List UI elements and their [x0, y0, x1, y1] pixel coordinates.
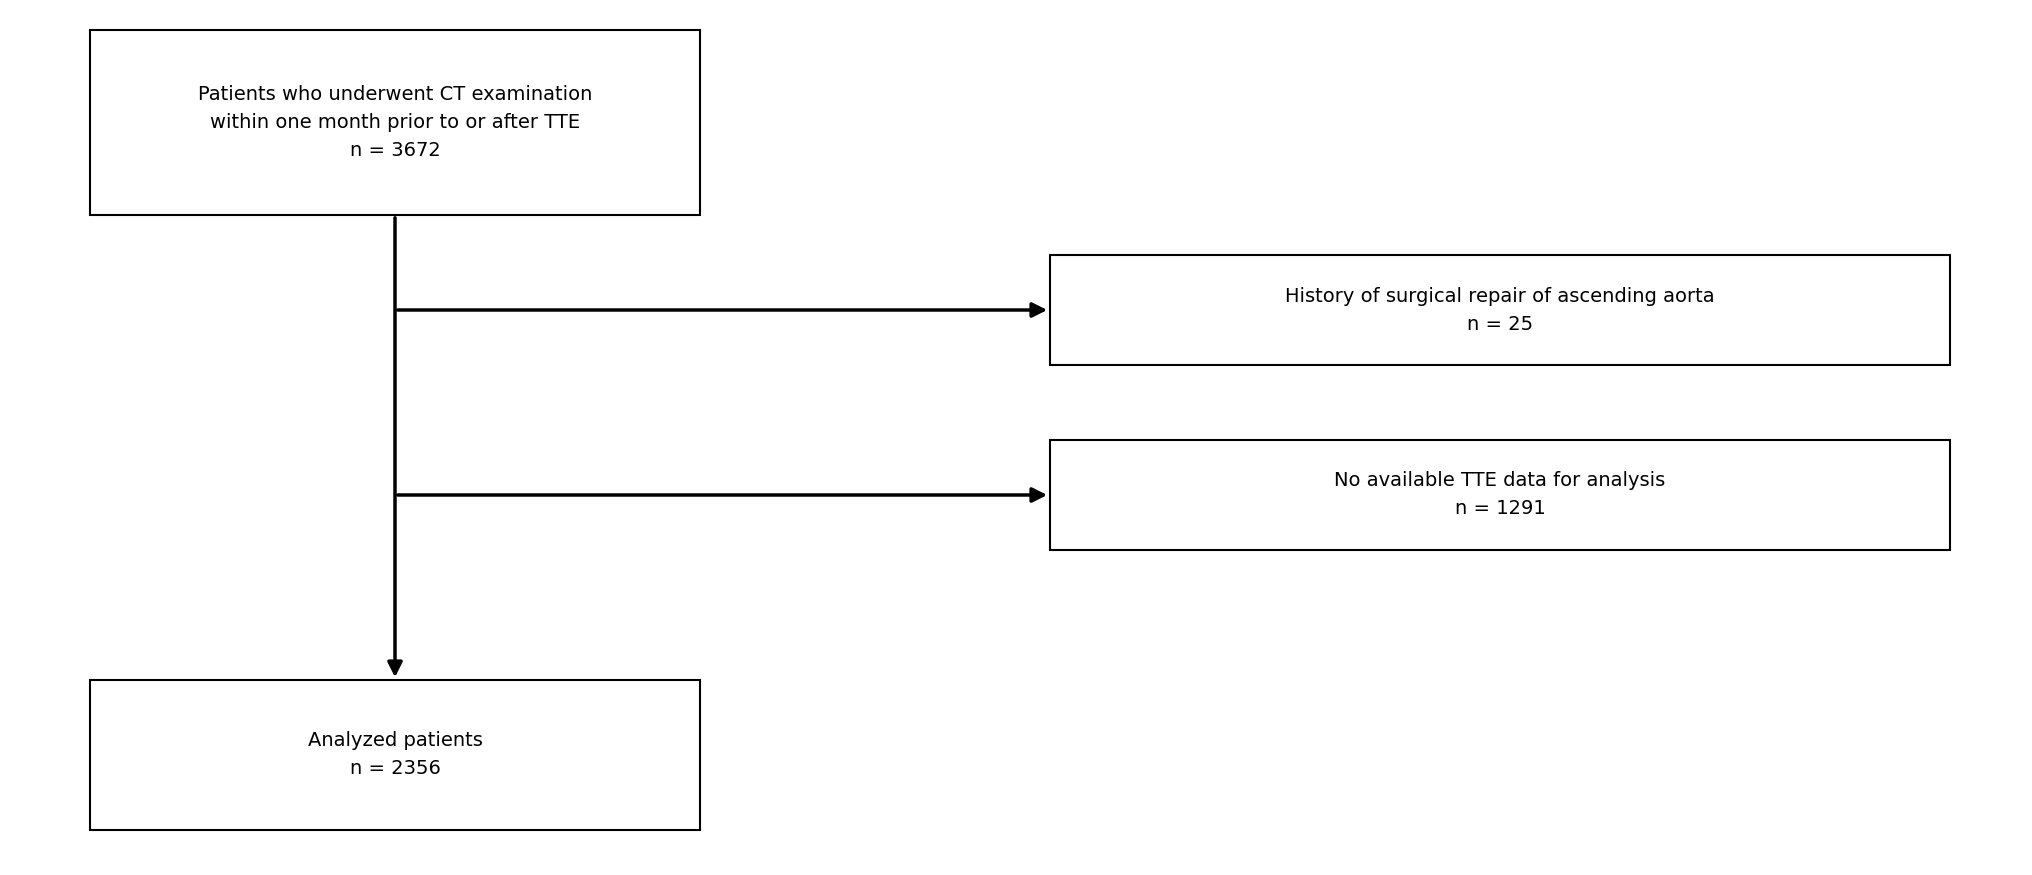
Text: No available TTE data for analysis
n = 1291: No available TTE data for analysis n = 1…	[1335, 472, 1666, 519]
Bar	[1051, 255, 1951, 365]
Text: Analyzed patients
n = 2356: Analyzed patients n = 2356	[307, 732, 482, 779]
Bar	[1051, 440, 1951, 550]
Bar	[89, 680, 699, 830]
Text: History of surgical repair of ascending aorta
n = 25: History of surgical repair of ascending …	[1284, 286, 1715, 333]
Bar	[89, 30, 699, 215]
Text: Patients who underwent CT examination
within one month prior to or after TTE
n =: Patients who underwent CT examination wi…	[197, 85, 591, 160]
